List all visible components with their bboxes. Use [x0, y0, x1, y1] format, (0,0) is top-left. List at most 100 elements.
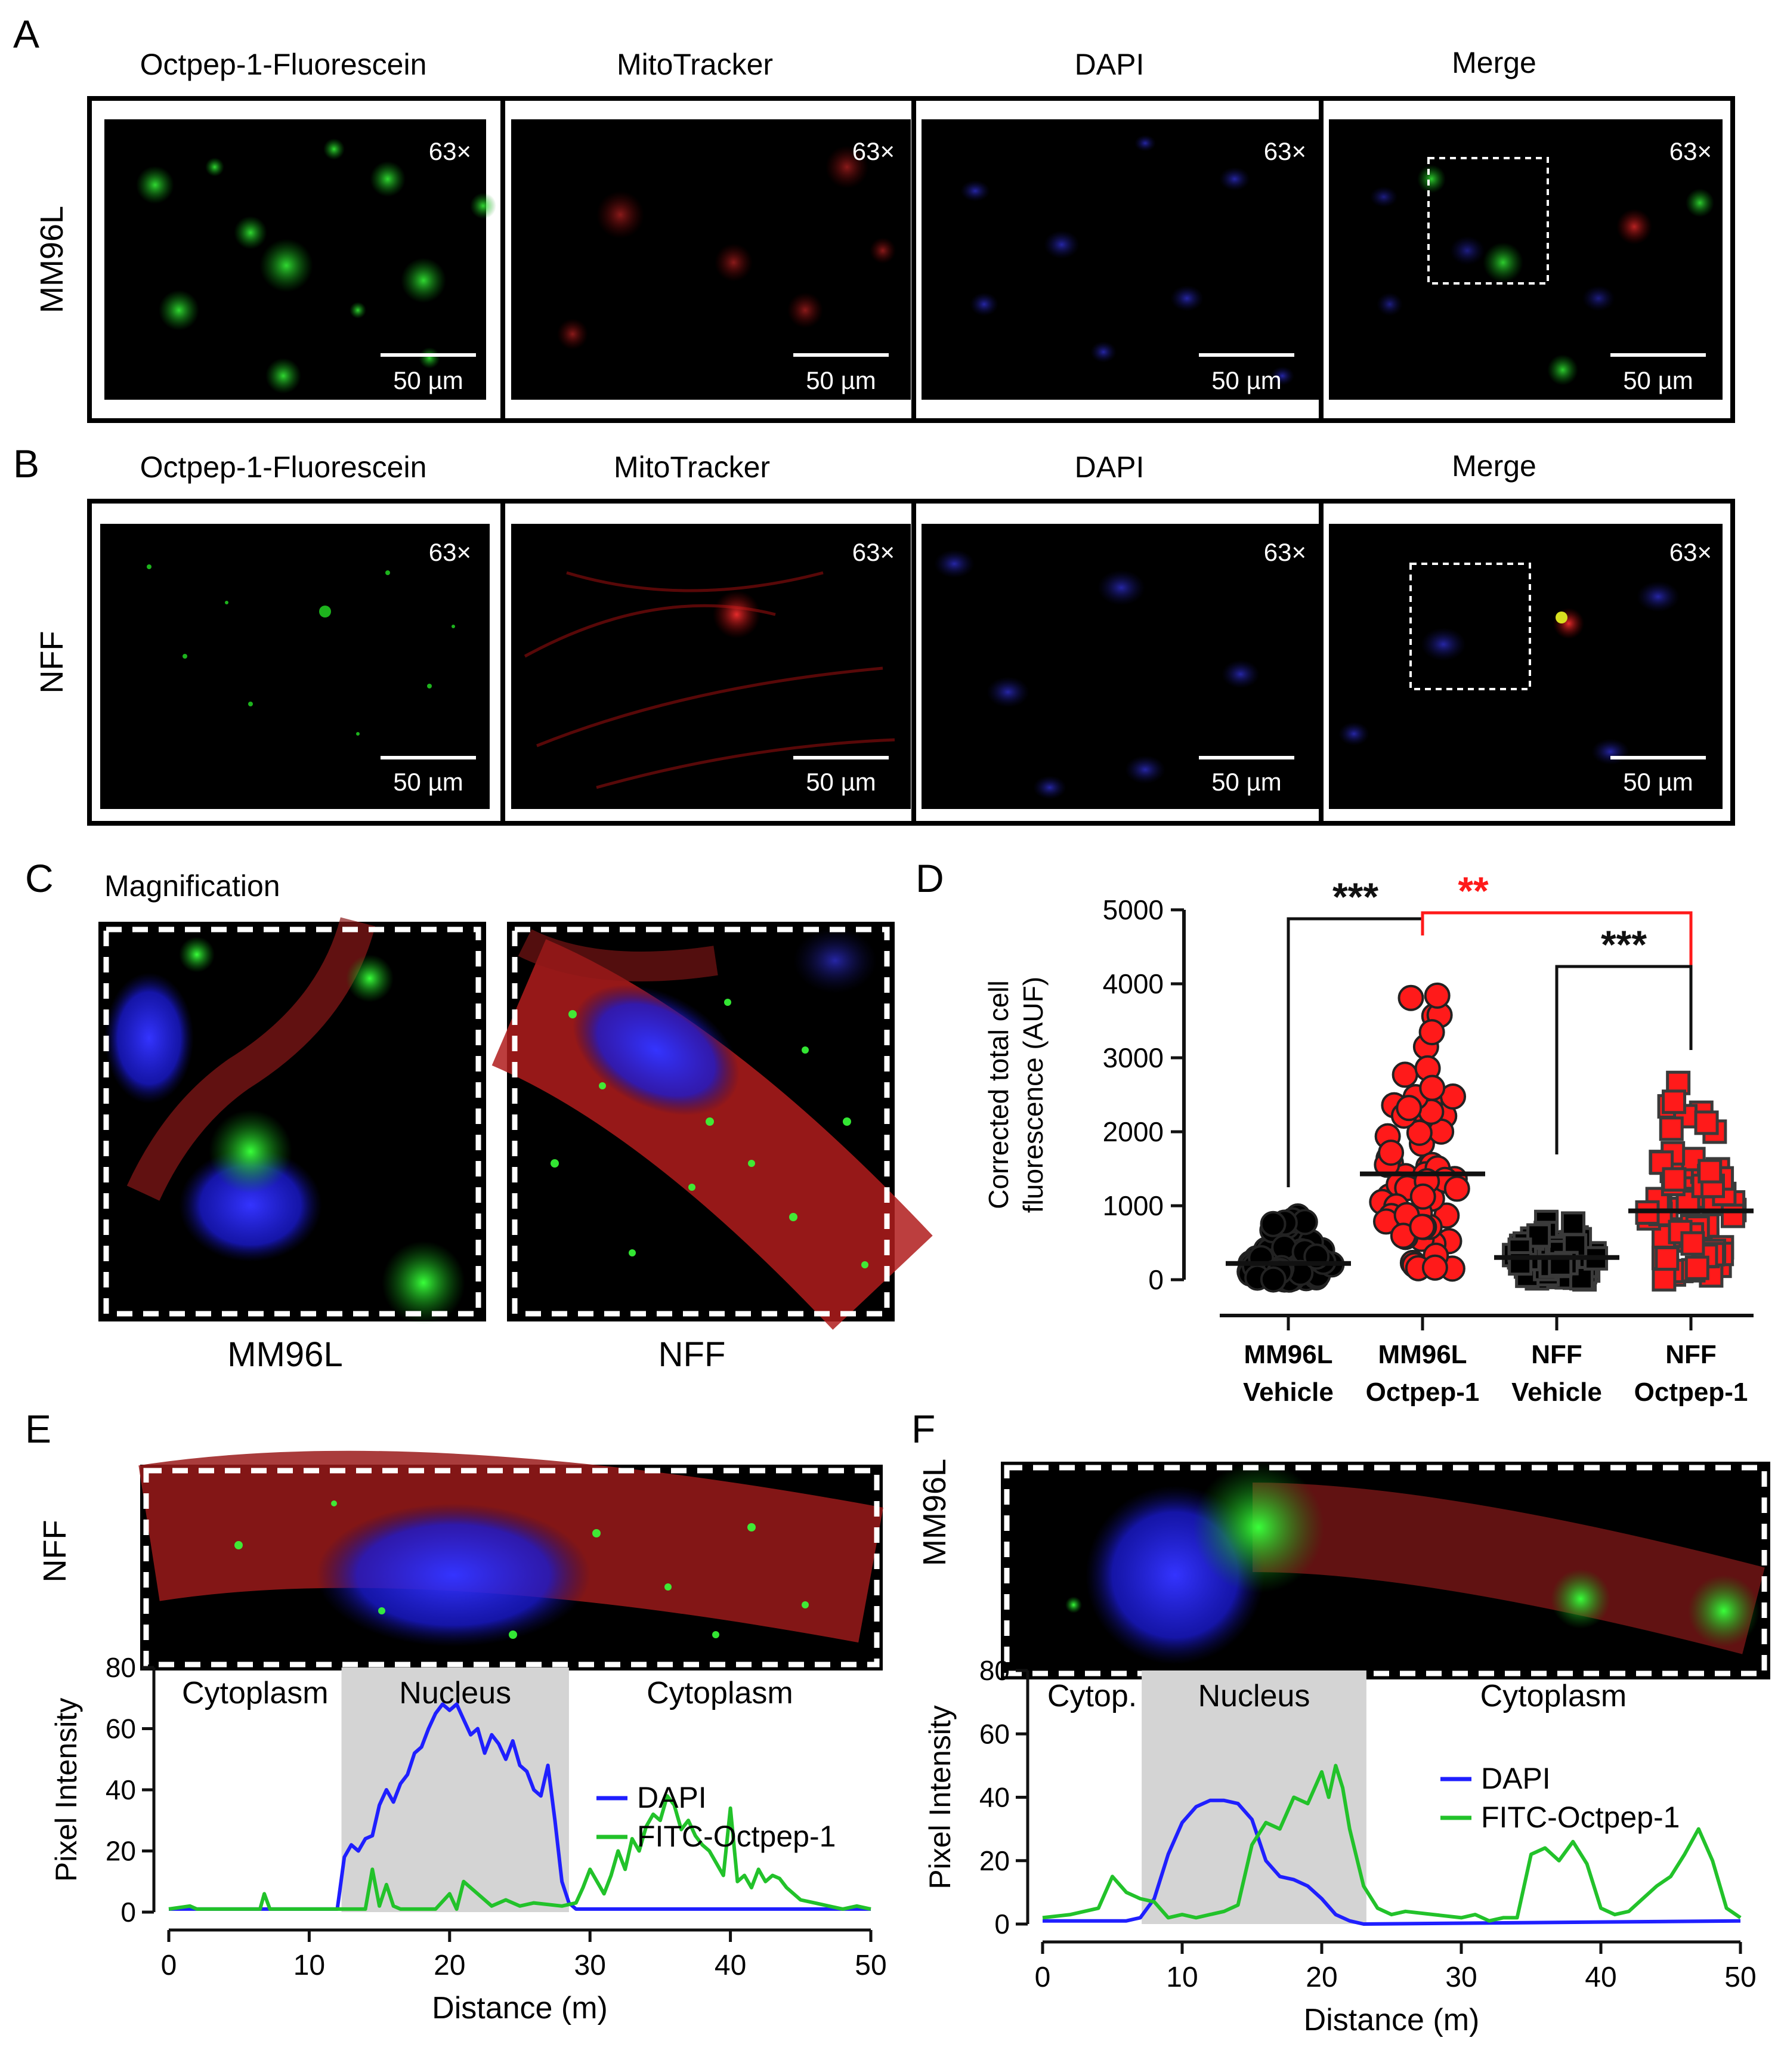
data-point	[1392, 1061, 1418, 1088]
y-tick-label: 20	[106, 1836, 136, 1867]
y-tick-label: 1000	[1103, 1190, 1164, 1221]
badge-63x: 63×	[852, 137, 895, 165]
data-point	[1655, 1246, 1680, 1271]
row-a-annotations: 63× 63× 63× 63×	[429, 137, 1712, 165]
region-label: Cytop.	[1047, 1679, 1137, 1713]
data-point	[1418, 1019, 1445, 1046]
y-tick-label: 0	[1148, 1264, 1164, 1295]
x-tick-label: 30	[1445, 1962, 1477, 1993]
panel-d-chart: 0 1000 2000 3000 4000 5000 Corrected total cel…	[983, 869, 1754, 1407]
data-point	[1680, 1231, 1705, 1256]
x-tick-label: 10	[1166, 1962, 1198, 1993]
data-point	[1396, 1095, 1423, 1122]
row-a-fitc-cells	[136, 138, 496, 394]
x-tick-label: 20	[1306, 1962, 1337, 1993]
data-point	[1419, 1074, 1446, 1101]
y-tick-label: 3000	[1103, 1042, 1164, 1073]
data-point	[1424, 982, 1451, 1009]
legend-label: DAPI	[1481, 1762, 1551, 1795]
row-a-images	[104, 98, 1723, 421]
region-label: Cytoplasm	[1480, 1679, 1627, 1713]
x-tick-label: MM96L	[1378, 1340, 1467, 1369]
y-tick-label: 40	[106, 1774, 136, 1805]
series-line-dapi	[1043, 1798, 1741, 1926]
row-b-label: NFF	[34, 631, 70, 694]
panel-f-side-label: MM96L	[917, 1459, 953, 1566]
badge-63x: 63×	[429, 538, 471, 566]
y-axis-label-line2: fluorescence (AUF)	[1018, 977, 1049, 1213]
x-axis-label: Distance (m)	[432, 1991, 608, 2025]
y-tick-label: 80	[979, 1655, 1010, 1686]
panel-letter-d: D	[916, 856, 944, 900]
series-line-fitc-octpep-1	[1042, 1764, 1742, 1923]
data-point	[1409, 1183, 1436, 1210]
data-point	[1443, 1175, 1470, 1202]
data-point	[1662, 1167, 1687, 1192]
scale-bar-label: 50 µm	[1211, 366, 1282, 394]
data-point	[1684, 1255, 1709, 1280]
panel-c-nff-image	[491, 922, 933, 1330]
data-point	[1260, 1266, 1287, 1293]
y-axis-label: Pixel Intensity	[50, 1698, 83, 1882]
y-tick-label: 2000	[1103, 1116, 1164, 1147]
img-b-fitc	[100, 524, 490, 809]
row-b-images	[100, 501, 1723, 823]
data-point	[1260, 1211, 1287, 1237]
significance-bracket	[1555, 965, 1693, 1154]
y-tick-label: 40	[979, 1782, 1010, 1813]
x-tick-label: 20	[434, 1950, 465, 1981]
legend-label: FITC-Octpep-1	[637, 1820, 836, 1853]
region-label: Cytoplasm	[647, 1676, 793, 1710]
data-point	[1378, 1140, 1405, 1166]
scale-bar-label: 50 µm	[806, 768, 876, 796]
significance-label: ***	[1332, 875, 1378, 919]
panel-letter-a: A	[13, 12, 39, 56]
data-point	[1720, 1203, 1745, 1228]
legend-label: DAPI	[637, 1781, 707, 1814]
scale-bar-label: 50 µm	[393, 768, 463, 796]
x-tick-label: 0	[161, 1950, 177, 1981]
badge-63x: 63×	[1264, 538, 1306, 566]
panel-letter-f: F	[911, 1407, 935, 1451]
img-b-merge	[1329, 524, 1723, 809]
panel-f-chart: Cytop. Nucleus Cytoplasm 0 20 40 60 80 0 10 20 30 40…	[923, 1655, 1757, 2037]
data-point	[1397, 984, 1424, 1011]
y-tick-label: 4000	[1103, 968, 1164, 999]
row-a-mito-cells	[557, 146, 896, 350]
y-tick-label: 80	[106, 1652, 136, 1683]
scale-bar-label: 50 µm	[393, 366, 463, 394]
data-point	[1659, 1116, 1684, 1141]
img-b-mito	[511, 524, 911, 809]
row-a-merge-roi	[1427, 157, 1549, 285]
x-tick-label: 10	[293, 1950, 325, 1981]
y-tick-label: 0	[994, 1909, 1010, 1940]
x-tick-label: NFF	[1665, 1340, 1717, 1369]
row-b-merge-cells	[1338, 581, 1680, 765]
panel-f-image	[1001, 1462, 1770, 1679]
row-a-header-dapi: DAPI	[1075, 48, 1145, 81]
scale-bar-label: 50 µm	[1623, 366, 1693, 394]
row-b-header-mito: MitoTracker	[614, 450, 770, 484]
y-tick-label: 0	[120, 1897, 136, 1928]
x-tick-label: Vehicle	[1511, 1378, 1602, 1407]
x-tick-label: 40	[715, 1950, 746, 1981]
y-tick-label: 60	[106, 1713, 136, 1744]
y-tick-label: 20	[979, 1845, 1010, 1876]
data-point	[1697, 1159, 1723, 1184]
y-tick-label: 60	[979, 1718, 1010, 1749]
badge-63x: 63×	[429, 137, 471, 165]
series-line-dapi	[169, 1702, 871, 1911]
panel-c-caption-nff: NFF	[658, 1335, 726, 1374]
row-a-merge-cells	[1369, 165, 1714, 385]
row-b-header-dapi: DAPI	[1075, 450, 1145, 484]
x-tick-label: Octpep-1	[1366, 1378, 1480, 1407]
panel-e-image	[138, 1450, 883, 1670]
badge-63x: 63×	[1669, 137, 1712, 165]
x-tick-label: 50	[855, 1950, 886, 1981]
panel-letter-e: E	[25, 1407, 51, 1451]
x-tick-label: 0	[1035, 1962, 1051, 1993]
panel-c-title: Magnification	[104, 869, 280, 903]
x-tick-label: MM96L	[1244, 1340, 1332, 1369]
